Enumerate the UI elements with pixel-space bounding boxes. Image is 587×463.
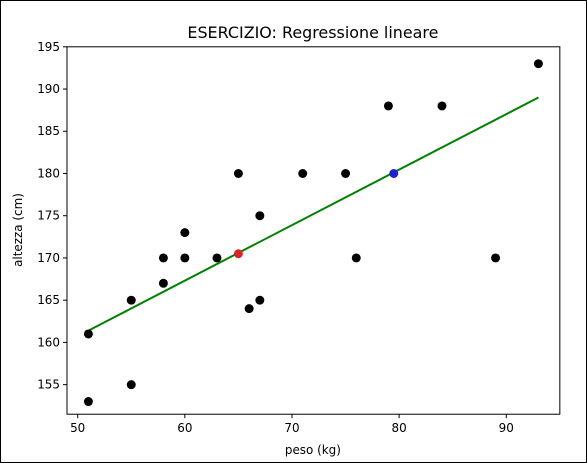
x-tick-label: 80 [392, 421, 407, 435]
regression-line [87, 96, 539, 332]
data-point [180, 228, 190, 238]
x-tick-label: 50 [70, 421, 85, 435]
data-point [351, 253, 361, 263]
regression-layer [87, 96, 539, 332]
data-point [83, 329, 93, 339]
data-point [126, 380, 136, 390]
data-point [244, 304, 254, 314]
y-axis-label: altezza (cm) [11, 193, 25, 267]
data-point [126, 295, 136, 305]
data-point [83, 397, 93, 407]
data-point [212, 253, 222, 263]
y-tick-label: 190 [37, 82, 60, 96]
x-axis-label: peso (kg) [285, 443, 341, 457]
data-point [437, 101, 447, 111]
data-point [298, 169, 308, 178]
plot-area [66, 46, 561, 415]
data-point [233, 169, 243, 178]
data-point [180, 253, 190, 263]
data-point [341, 169, 351, 178]
data-point [491, 253, 501, 263]
y-tick-label: 170 [37, 251, 60, 265]
data-point [255, 211, 265, 221]
y-tick-label: 195 [37, 40, 60, 54]
x-tick-label: 90 [499, 421, 514, 435]
chart-title: ESERCIZIO: Regressione lineare [187, 23, 438, 42]
data-point [383, 101, 393, 111]
x-axis: 50 60 70 80 90 [70, 414, 514, 435]
data-points [83, 59, 543, 407]
data-point [158, 278, 168, 288]
y-tick-label: 155 [37, 378, 60, 392]
data-point [533, 59, 543, 69]
y-tick-label: 165 [37, 293, 60, 307]
x-tick-label: 60 [177, 421, 192, 435]
x-tick-label: 70 [284, 421, 299, 435]
y-tick-label: 180 [37, 166, 60, 180]
y-tick-label: 175 [37, 209, 60, 223]
highlight-points [233, 169, 399, 259]
data-point [255, 295, 265, 305]
y-tick-label: 160 [37, 335, 60, 349]
data-point [158, 253, 168, 263]
highlight-point [233, 249, 243, 259]
y-axis: 155 160 165 170 175 180 185 190 195 [37, 40, 67, 392]
highlight-point [389, 169, 399, 178]
y-tick-label: 185 [37, 124, 60, 138]
